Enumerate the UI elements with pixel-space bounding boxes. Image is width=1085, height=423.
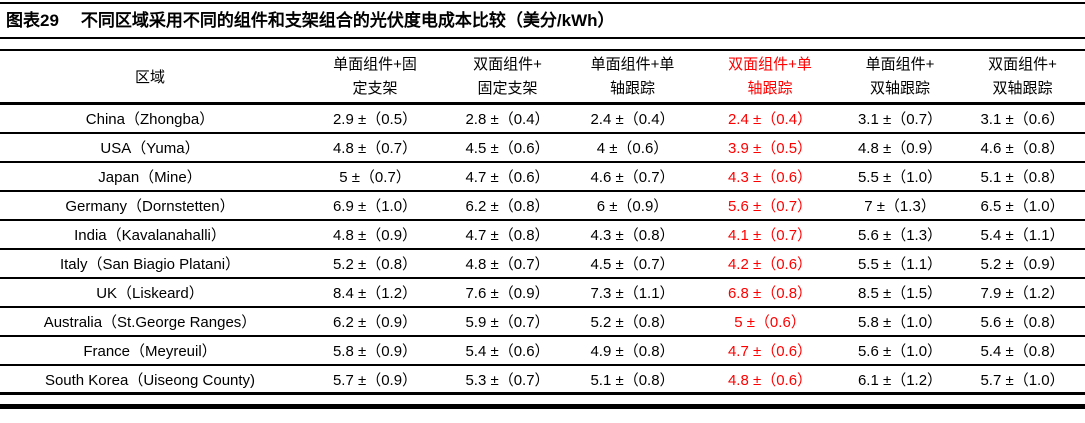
value-cell: 4.8 ±（0.9） — [332, 227, 418, 244]
value-cell: 2.4 ±（0.4） — [590, 111, 675, 128]
value-cell: 4.8 ±（0.7） — [465, 256, 550, 273]
value-cell: 4.9 ±（0.8） — [590, 343, 675, 360]
table-row: Australia（St.George Ranges） 6.2 ±（0.9） 5… — [0, 308, 1085, 337]
value-cell-highlighted: 4.7 ±（0.6） — [727, 343, 813, 360]
value-cell: 2.9 ±（0.5） — [332, 111, 418, 128]
value-cell: 5.6 ±（0.8） — [980, 314, 1065, 331]
value-cell: 4.6 ±（0.8） — [980, 140, 1065, 157]
value-cell: 6.9 ±（1.0） — [332, 198, 418, 215]
region-cell: France（Meyreuil） — [83, 343, 217, 360]
value-cell: 5.4 ±（0.8） — [980, 343, 1065, 360]
bottom-divider — [0, 404, 1085, 409]
value-cell: 4.7 ±（0.8） — [465, 227, 550, 244]
value-cell-highlighted: 3.9 ±（0.5） — [727, 140, 813, 157]
value-cell: 7 ±（1.3） — [864, 198, 936, 215]
value-cell: 5.8 ±（1.0） — [857, 314, 943, 331]
column-header-mono-dual-axis: 单面组件+ 双轴跟踪 — [865, 55, 935, 97]
value-cell-highlighted: 6.8 ±（0.8） — [727, 285, 813, 302]
value-cell: 5.2 ±（0.9） — [980, 256, 1065, 273]
value-cell: 5.5 ±（1.0） — [857, 169, 943, 186]
value-cell: 5.9 ±（0.7） — [465, 314, 550, 331]
value-cell: 6.1 ±（1.2） — [857, 371, 943, 389]
table-row: France（Meyreuil） 5.8 ±（0.9） 5.4 ±（0.6） 4… — [0, 337, 1085, 366]
table-row: South Korea（Uiseong County) 5.7 ±（0.9） 5… — [0, 366, 1085, 395]
value-cell: 5.6 ±（1.0） — [857, 343, 943, 360]
value-cell-highlighted: 5 ±（0.6） — [734, 314, 806, 331]
value-cell: 4 ±（0.6） — [596, 140, 669, 157]
value-cell: 6.2 ±（0.9） — [332, 314, 418, 331]
table-row: USA（Yuma） 4.8 ±（0.7） 4.5 ±（0.6） 4 ±（0.6）… — [0, 134, 1085, 163]
value-cell: 6 ±（0.9） — [596, 198, 669, 215]
column-header-bifacial-fixed: 双面组件+ 固定支架 — [473, 55, 542, 97]
value-cell: 4.5 ±（0.6） — [465, 140, 550, 157]
value-cell: 3.1 ±（0.7） — [857, 111, 943, 128]
value-cell-highlighted: 4.3 ±（0.6） — [727, 169, 813, 186]
value-cell: 5.2 ±（0.8） — [590, 314, 675, 331]
value-cell: 5.4 ±（0.6） — [465, 343, 550, 360]
value-cell-highlighted: 4.1 ±（0.7） — [727, 227, 813, 244]
top-divider — [0, 2, 1085, 4]
value-cell: 7.3 ±（1.1） — [590, 285, 675, 302]
value-cell: 5.8 ±（0.9） — [332, 343, 418, 360]
value-cell: 8.5 ±（1.5） — [857, 285, 943, 302]
table-row: China（Zhongba） 2.9 ±（0.5） 2.8 ±（0.4） 2.4… — [0, 105, 1085, 134]
value-cell: 4.3 ±（0.8） — [590, 227, 675, 244]
region-cell: USA（Yuma） — [100, 140, 200, 157]
table-row: UK（Liskeard） 8.4 ±（1.2） 7.6 ±（0.9） 7.3 ±… — [0, 279, 1085, 308]
region-cell: South Korea（Uiseong County) — [44, 371, 256, 389]
column-header-mono-single-axis: 单面组件+单 轴跟踪 — [590, 55, 675, 97]
region-cell: UK（Liskeard） — [96, 285, 204, 302]
value-cell: 5.5 ±（1.1） — [857, 256, 943, 273]
value-cell: 5.7 ±（1.0） — [980, 371, 1065, 389]
region-column-header: 区域 — [134, 69, 165, 86]
table-row: Japan（Mine） 5 ±（0.7） 4.7 ±（0.6） 4.6 ±（0.… — [0, 163, 1085, 192]
table-row: Germany（Dornstetten） 6.9 ±（1.0） 6.2 ±（0.… — [0, 192, 1085, 221]
value-cell: 8.4 ±（1.2） — [332, 285, 418, 302]
column-header-bifacial-dual-axis: 双面组件+ 双轴跟踪 — [988, 55, 1057, 97]
value-cell: 5.6 ±（1.3） — [857, 227, 943, 244]
value-cell: 5.3 ±（0.7） — [465, 371, 550, 389]
value-cell: 5.2 ±（0.8） — [332, 256, 418, 273]
value-cell-highlighted: 2.4 ±（0.4） — [727, 111, 813, 128]
region-cell: China（Zhongba） — [85, 111, 215, 128]
column-header-mono-fixed: 单面组件+固 定支架 — [333, 55, 417, 97]
value-cell: 4.7 ±（0.6） — [465, 169, 550, 186]
figure-label: 图表29 — [6, 11, 59, 30]
value-cell-highlighted: 5.6 ±（0.7） — [727, 198, 813, 215]
value-cell: 6.2 ±（0.8） — [465, 198, 550, 215]
value-cell-highlighted: 4.2 ±（0.6） — [727, 256, 813, 273]
value-cell: 5.1 ±（0.8） — [980, 169, 1065, 186]
region-cell: Italy（San Biagio Platani） — [59, 256, 241, 273]
value-cell: 4.6 ±（0.7） — [590, 169, 675, 186]
lcoe-comparison-table: 区域 单面组件+固 定支架 双面组件+ 固定支架 单面组件+单 轴跟踪 双面组件… — [0, 49, 1085, 395]
value-cell: 4.8 ±（0.9） — [857, 140, 943, 157]
region-cell: Germany（Dornstetten） — [65, 198, 235, 215]
table-row: Italy（San Biagio Platani） 5.2 ±（0.8） 4.8… — [0, 250, 1085, 279]
figure-title-bar: 图表29 不同区域采用不同的组件和支架组合的光伏度电成本比较（美分/kWh） — [0, 4, 1085, 37]
value-cell: 2.8 ±（0.4） — [465, 111, 550, 128]
value-cell: 3.1 ±（0.6） — [980, 111, 1065, 128]
page-title: 不同区域采用不同的组件和支架组合的光伏度电成本比较（美分/kWh） — [80, 11, 615, 30]
value-cell-highlighted: 4.8 ±（0.6） — [727, 371, 813, 389]
title-divider — [0, 37, 1085, 39]
region-cell: Australia（St.George Ranges） — [43, 314, 257, 331]
value-cell: 4.5 ±（0.7） — [590, 256, 675, 273]
value-cell: 7.6 ±（0.9） — [465, 285, 550, 302]
table-header-row: 区域 单面组件+固 定支架 双面组件+ 固定支架 单面组件+单 轴跟踪 双面组件… — [0, 49, 1085, 105]
value-cell: 7.9 ±（1.2） — [980, 285, 1065, 302]
column-header-bifacial-single-axis: 双面组件+单 轴跟踪 — [728, 55, 812, 97]
value-cell: 5 ±（0.7） — [339, 169, 411, 186]
value-cell: 5.4 ±（1.1） — [980, 227, 1065, 244]
table-body: China（Zhongba） 2.9 ±（0.5） 2.8 ±（0.4） 2.4… — [0, 105, 1085, 395]
table-row: India（Kavalanahalli） 4.8 ±（0.9） 4.7 ±（0.… — [0, 221, 1085, 250]
region-cell: India（Kavalanahalli） — [74, 227, 226, 244]
value-cell: 4.8 ±（0.7） — [332, 140, 418, 157]
value-cell: 6.5 ±（1.0） — [980, 198, 1065, 215]
value-cell: 5.7 ±（0.9） — [332, 371, 418, 389]
value-cell: 5.1 ±（0.8） — [590, 371, 675, 389]
region-cell: Japan（Mine） — [98, 169, 202, 186]
